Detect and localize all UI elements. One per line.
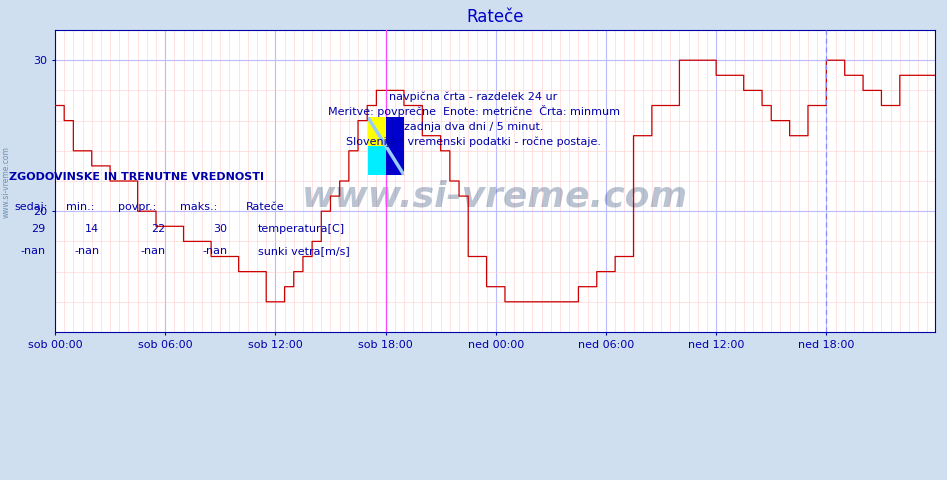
Text: -nan: -nan bbox=[140, 246, 166, 256]
Text: povpr.:: povpr.: bbox=[118, 202, 156, 212]
Text: Rateče: Rateče bbox=[246, 202, 285, 212]
Text: sunki vetra[m/s]: sunki vetra[m/s] bbox=[258, 246, 349, 256]
Title: Rateče: Rateče bbox=[466, 8, 524, 25]
Text: min.:: min.: bbox=[66, 202, 95, 212]
Text: www.si-vreme.com: www.si-vreme.com bbox=[302, 179, 688, 213]
Text: 29: 29 bbox=[31, 224, 45, 234]
Text: temperatura[C]: temperatura[C] bbox=[258, 224, 345, 234]
Text: Slovenija / vremenski podatki - ročne postaje.: Slovenija / vremenski podatki - ročne po… bbox=[346, 136, 601, 147]
Text: ZGODOVINSKE IN TRENUTNE VREDNOSTI: ZGODOVINSKE IN TRENUTNE VREDNOSTI bbox=[9, 172, 264, 182]
Text: 14: 14 bbox=[85, 224, 99, 234]
Bar bbox=[368, 118, 386, 146]
Text: maks.:: maks.: bbox=[180, 202, 217, 212]
Text: -nan: -nan bbox=[202, 246, 227, 256]
Text: -nan: -nan bbox=[20, 246, 45, 256]
Text: Meritve: povprečne  Enote: metrične  Črta: minmum: Meritve: povprečne Enote: metrične Črta:… bbox=[328, 105, 619, 117]
Text: -nan: -nan bbox=[74, 246, 99, 256]
Text: navpična črta - razdelek 24 ur: navpična črta - razdelek 24 ur bbox=[389, 92, 558, 102]
Bar bbox=[386, 118, 404, 175]
Text: zadnja dva dni / 5 minut.: zadnja dva dni / 5 minut. bbox=[403, 122, 544, 132]
Text: sedaj:: sedaj: bbox=[14, 202, 47, 212]
Text: www.si-vreme.com: www.si-vreme.com bbox=[2, 146, 11, 218]
Text: 22: 22 bbox=[152, 224, 166, 234]
Text: 30: 30 bbox=[213, 224, 227, 234]
Bar bbox=[368, 146, 386, 175]
